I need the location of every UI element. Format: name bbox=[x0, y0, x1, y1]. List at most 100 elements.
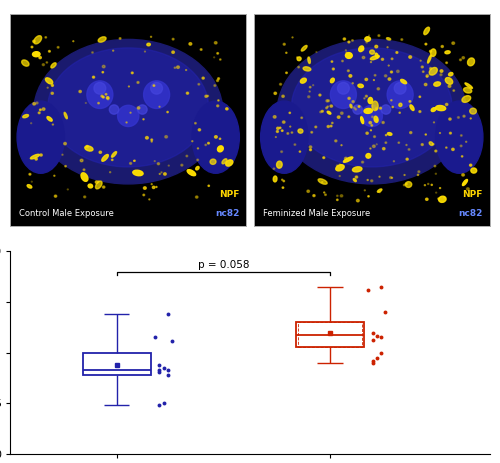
Ellipse shape bbox=[327, 111, 331, 114]
Ellipse shape bbox=[144, 187, 146, 189]
Ellipse shape bbox=[362, 56, 365, 59]
Ellipse shape bbox=[48, 50, 50, 52]
Ellipse shape bbox=[352, 83, 354, 84]
Ellipse shape bbox=[192, 101, 240, 173]
Ellipse shape bbox=[388, 132, 392, 135]
Ellipse shape bbox=[399, 103, 402, 106]
Ellipse shape bbox=[310, 87, 311, 88]
Ellipse shape bbox=[40, 154, 42, 156]
Ellipse shape bbox=[356, 200, 359, 202]
Ellipse shape bbox=[438, 196, 446, 202]
Ellipse shape bbox=[216, 105, 219, 107]
Ellipse shape bbox=[324, 194, 326, 195]
Ellipse shape bbox=[410, 131, 412, 134]
Ellipse shape bbox=[367, 180, 368, 181]
Ellipse shape bbox=[313, 194, 315, 197]
Ellipse shape bbox=[310, 149, 312, 150]
Ellipse shape bbox=[174, 67, 176, 69]
Ellipse shape bbox=[208, 185, 210, 187]
Ellipse shape bbox=[370, 56, 380, 60]
Ellipse shape bbox=[107, 98, 109, 100]
Ellipse shape bbox=[409, 56, 412, 58]
Ellipse shape bbox=[358, 46, 364, 52]
Ellipse shape bbox=[189, 43, 192, 45]
Ellipse shape bbox=[450, 132, 452, 134]
Ellipse shape bbox=[318, 179, 327, 184]
Ellipse shape bbox=[36, 102, 38, 104]
Ellipse shape bbox=[352, 100, 354, 103]
Ellipse shape bbox=[150, 82, 162, 94]
Ellipse shape bbox=[144, 81, 170, 108]
Ellipse shape bbox=[274, 116, 276, 118]
Ellipse shape bbox=[273, 168, 274, 169]
Ellipse shape bbox=[300, 78, 306, 83]
Ellipse shape bbox=[464, 88, 471, 93]
Ellipse shape bbox=[380, 107, 382, 109]
Ellipse shape bbox=[465, 83, 472, 88]
Ellipse shape bbox=[315, 126, 316, 128]
Ellipse shape bbox=[384, 75, 387, 77]
Ellipse shape bbox=[42, 108, 45, 110]
Ellipse shape bbox=[374, 75, 376, 76]
Ellipse shape bbox=[379, 192, 380, 193]
Ellipse shape bbox=[298, 66, 300, 68]
Ellipse shape bbox=[276, 127, 279, 130]
Ellipse shape bbox=[342, 60, 343, 62]
Ellipse shape bbox=[354, 179, 356, 181]
Ellipse shape bbox=[137, 81, 139, 83]
Ellipse shape bbox=[330, 125, 332, 127]
Ellipse shape bbox=[408, 149, 410, 150]
Ellipse shape bbox=[186, 92, 188, 94]
Ellipse shape bbox=[431, 184, 432, 185]
Ellipse shape bbox=[46, 62, 48, 63]
Ellipse shape bbox=[260, 101, 308, 173]
Text: nc82: nc82 bbox=[458, 209, 483, 218]
Ellipse shape bbox=[358, 106, 360, 107]
Ellipse shape bbox=[153, 85, 155, 86]
Ellipse shape bbox=[404, 184, 405, 186]
Ellipse shape bbox=[280, 151, 282, 152]
Ellipse shape bbox=[326, 107, 328, 109]
Ellipse shape bbox=[448, 73, 453, 76]
Ellipse shape bbox=[463, 115, 465, 117]
Ellipse shape bbox=[46, 78, 52, 84]
Ellipse shape bbox=[445, 51, 450, 54]
Ellipse shape bbox=[105, 94, 107, 95]
Ellipse shape bbox=[218, 78, 220, 80]
Ellipse shape bbox=[86, 145, 88, 147]
Ellipse shape bbox=[436, 106, 446, 111]
Ellipse shape bbox=[374, 136, 376, 138]
Ellipse shape bbox=[218, 100, 219, 101]
Ellipse shape bbox=[352, 167, 362, 172]
Ellipse shape bbox=[386, 38, 390, 40]
Ellipse shape bbox=[441, 45, 444, 48]
Ellipse shape bbox=[282, 187, 284, 188]
Ellipse shape bbox=[51, 92, 54, 94]
Ellipse shape bbox=[150, 36, 152, 37]
Ellipse shape bbox=[382, 58, 384, 60]
Ellipse shape bbox=[64, 113, 68, 119]
Bar bbox=[296, 322, 364, 347]
Ellipse shape bbox=[446, 147, 447, 148]
Ellipse shape bbox=[102, 96, 104, 98]
Ellipse shape bbox=[368, 196, 369, 197]
Ellipse shape bbox=[158, 163, 160, 165]
Ellipse shape bbox=[319, 94, 321, 96]
Text: Control Male Exposure: Control Male Exposure bbox=[20, 209, 114, 218]
Ellipse shape bbox=[385, 142, 386, 144]
Ellipse shape bbox=[81, 173, 88, 181]
Ellipse shape bbox=[375, 53, 378, 58]
Ellipse shape bbox=[330, 81, 356, 108]
Ellipse shape bbox=[375, 45, 378, 48]
Ellipse shape bbox=[425, 134, 426, 135]
Text: p = 0.058: p = 0.058 bbox=[198, 260, 249, 270]
Ellipse shape bbox=[27, 185, 32, 188]
Ellipse shape bbox=[338, 116, 340, 119]
Ellipse shape bbox=[80, 159, 83, 162]
Ellipse shape bbox=[390, 100, 392, 101]
Ellipse shape bbox=[73, 41, 74, 42]
Ellipse shape bbox=[96, 181, 102, 189]
Ellipse shape bbox=[17, 101, 64, 173]
Ellipse shape bbox=[45, 37, 46, 38]
Ellipse shape bbox=[429, 68, 438, 75]
